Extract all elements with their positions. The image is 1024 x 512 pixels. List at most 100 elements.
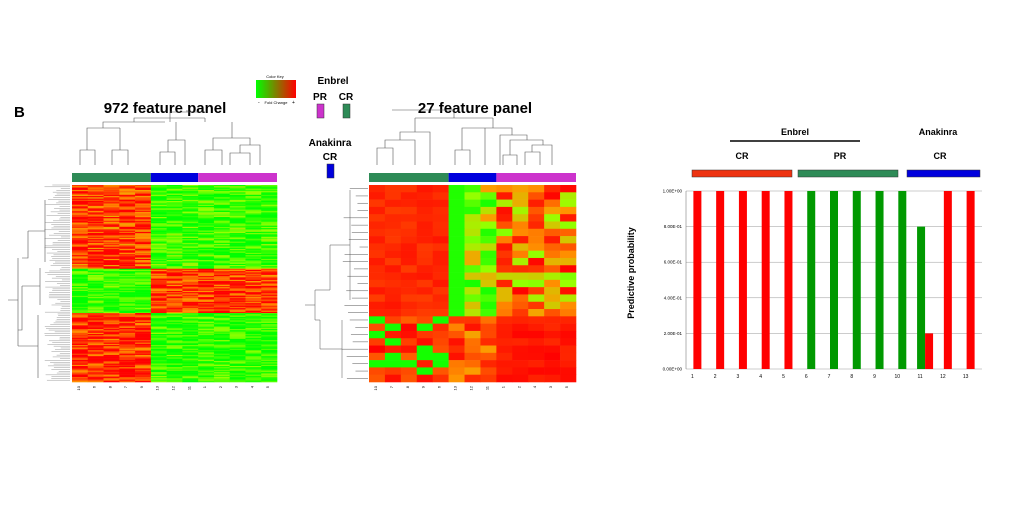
- bar-xtick-label: 4: [759, 374, 762, 380]
- bar-sub-pr-bar: [797, 169, 899, 178]
- bar-red: [761, 191, 770, 369]
- heatmap-972-col-label: 10: [76, 385, 81, 390]
- bar-red: [925, 333, 934, 369]
- legend-cr: CR: [339, 92, 354, 103]
- heatmap-972-row-dendrogram: [8, 184, 70, 381]
- heatmap-972-group-bar: [72, 173, 151, 182]
- heatmap-27-title: 27 feature panel: [418, 100, 532, 117]
- bar-xtick-label: 1: [691, 374, 694, 380]
- bar-red: [943, 191, 952, 369]
- bar-sub-cr-anakinra-bar: [906, 169, 981, 178]
- heatmap-972-col-label: 13: [155, 385, 160, 390]
- bar-green: [917, 226, 926, 369]
- heatmap-27-col-label: 13: [453, 385, 458, 390]
- bar-xtick-label: 13: [963, 374, 969, 380]
- bar-sub-cr-enbrel-bar: [691, 169, 793, 178]
- bar-xtick-label: 9: [873, 374, 876, 380]
- heatmap-27-col-dendrogram: [376, 109, 553, 165]
- heatmap-972-cells: [72, 185, 278, 383]
- bar-ytick-label: 6.00E-01: [664, 260, 683, 265]
- legend-anakinra-cr: CR: [323, 152, 338, 163]
- bar-ytick-label: 8.00E-01: [664, 224, 683, 229]
- heatmap-27-col-label: 9: [421, 385, 426, 388]
- bar-ytick-label: 4.00E-01: [664, 295, 683, 300]
- color-key-gradient: [256, 80, 296, 98]
- bar-red: [738, 191, 747, 369]
- bar-red: [966, 191, 975, 369]
- bar-ytick-label: 2.00E-01: [664, 331, 683, 336]
- heatmap-27-col-label: 2: [516, 385, 521, 388]
- bar-xtick-label: 8: [850, 374, 853, 380]
- heatmap-27-col-label: 1: [500, 385, 505, 388]
- bar-green: [807, 191, 816, 369]
- bar-green: [875, 191, 884, 369]
- bar-group-enbrel: Enbrel: [781, 127, 809, 137]
- heatmap-27-group-bar: [369, 173, 449, 182]
- bar-sub-cr-anakinra: CR: [934, 151, 947, 161]
- color-key-sublabel: Fold Change: [265, 100, 289, 105]
- bar-xtick-label: 10: [895, 374, 901, 380]
- heatmap-972-title: 972 feature panel: [104, 100, 227, 117]
- color-key: Color Key - + Fold Change: [256, 74, 296, 106]
- heatmap-27-col-label: 10: [373, 385, 378, 390]
- heatmap-972-col-label: 12: [171, 385, 176, 390]
- heatmap-27-col-label: 3: [548, 385, 553, 388]
- color-key-high: +: [292, 100, 295, 106]
- heatmap-972-col-label: 11: [186, 385, 191, 390]
- heatmap-972-col-dendrogram: [79, 110, 261, 165]
- bar-green: [852, 191, 861, 369]
- bar-xtick-label: 12: [940, 374, 946, 380]
- heatmap-27-col-label: 6: [437, 385, 442, 388]
- legend-cr-swatch: [342, 103, 351, 119]
- bar-sub-pr: PR: [834, 151, 847, 161]
- bar-xtick-label: 5: [782, 374, 785, 380]
- legend-anakinra-cr-swatch: [326, 163, 335, 179]
- heatmap-972-col-label: 2: [218, 385, 223, 388]
- heatmap-27-col-label: 12: [469, 385, 474, 390]
- heatmap-972-col-label: 7: [123, 385, 128, 388]
- heatmap-972-group-bar: [198, 173, 277, 182]
- color-key-low: -: [258, 100, 260, 106]
- group-legend: Enbrel PR CR Anakinra CR: [309, 76, 354, 179]
- bar-ytick-label: 0.00E+00: [663, 367, 683, 372]
- heatmap-972-group-bar: [150, 173, 199, 182]
- probability-bar-chart: Enbrel Anakinra CR PR CR Predictive prob…: [626, 127, 982, 380]
- bar-ylabel: Predictive probability: [626, 227, 636, 319]
- heatmap-27-row-dendrogram: [305, 188, 368, 379]
- heatmap-27-group-bar: [496, 173, 576, 182]
- legend-pr: PR: [313, 92, 328, 103]
- heatmap-27-col-label: 11: [484, 385, 489, 390]
- bar-xtick-label: 6: [805, 374, 808, 380]
- heatmap-972-col-label: 3: [234, 385, 239, 388]
- bar-sub-cr-enbrel: CR: [736, 151, 749, 161]
- heatmap-972-col-label: 6: [92, 385, 97, 388]
- heatmap-972-col-label: 1: [202, 385, 207, 388]
- bar-xtick-label: 11: [917, 374, 922, 380]
- bar-red: [784, 191, 793, 369]
- heatmap-972-col-label: 8: [107, 385, 112, 388]
- bar-group-anakinra: Anakinra: [919, 127, 959, 137]
- heatmap-27-col-label: 8: [405, 385, 410, 388]
- bar-green: [830, 191, 838, 369]
- heatmap-27-col-label: 7: [389, 385, 394, 388]
- heatmap-27-cells: [369, 185, 577, 383]
- heatmap-27-group-bar: [448, 173, 497, 182]
- bar-green: [898, 191, 907, 369]
- heatmap-27-col-label: 5: [564, 385, 569, 388]
- heatmap-27: 27 feature panel 10 7 8 9 6 13 12 11 1 2 4 3 5: [305, 100, 577, 390]
- heatmap-972: 972 feature panel 10 6 8 7 9 13 12 11 1 2 3 4 5: [8, 100, 278, 390]
- bar-ytick-label: 1.00E+00: [663, 189, 683, 194]
- heatmap-972-col-label: 5: [265, 385, 270, 388]
- heatmap-27-col-label: 4: [532, 385, 537, 388]
- legend-anakinra: Anakinra: [309, 138, 352, 149]
- bar-xtick-label: 3: [737, 374, 740, 380]
- heatmap-972-col-label: 9: [139, 385, 144, 388]
- heatmap-972-col-label: 4: [249, 385, 254, 388]
- color-key-title: Color Key: [266, 74, 284, 79]
- bar-xtick-label: 7: [828, 374, 831, 380]
- panel-letter: B: [14, 104, 25, 121]
- legend-enbrel: Enbrel: [317, 76, 348, 87]
- bar-red: [716, 191, 725, 369]
- legend-pr-swatch: [316, 103, 325, 119]
